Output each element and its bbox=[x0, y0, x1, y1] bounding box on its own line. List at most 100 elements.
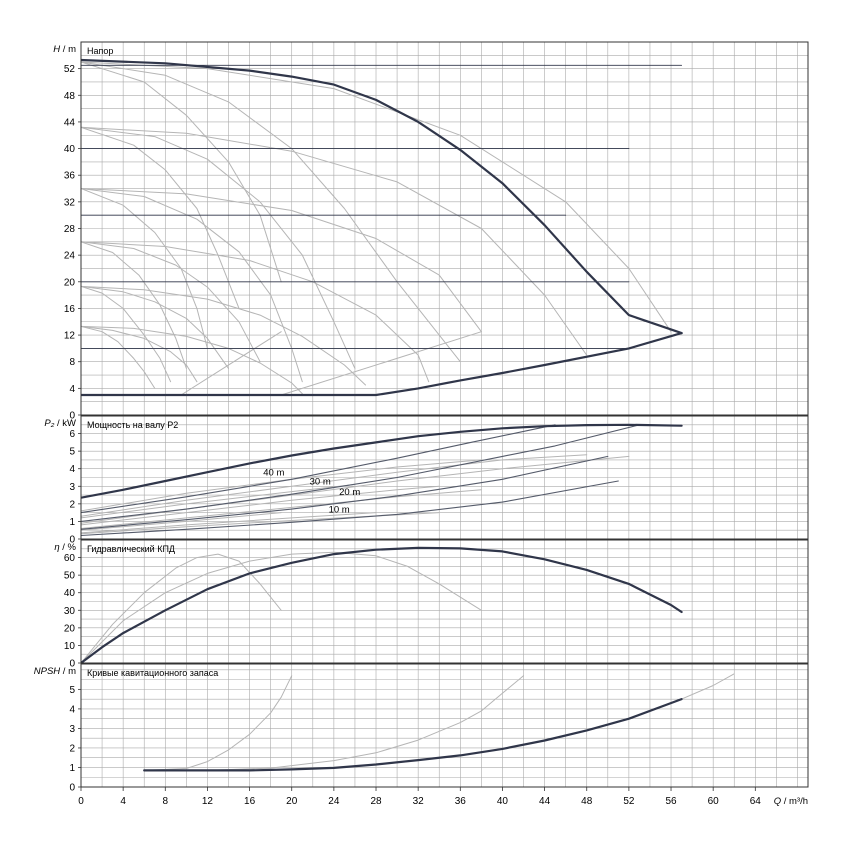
x-tick-label: 16 bbox=[244, 796, 256, 807]
panel-frame bbox=[80, 415, 809, 540]
power-light-curve bbox=[81, 484, 356, 519]
power-medium-curve bbox=[81, 455, 609, 530]
head-speed-curve bbox=[81, 61, 282, 283]
curve-label: 40 m bbox=[263, 468, 284, 479]
series-group bbox=[143, 673, 735, 772]
x-tick-label: 8 bbox=[163, 796, 169, 807]
y-tick-label: 0 bbox=[69, 783, 75, 794]
y-axis-label: η / % bbox=[54, 542, 76, 553]
y-tick-label: 16 bbox=[64, 304, 76, 315]
power-light-curve bbox=[81, 512, 282, 531]
head-speed-curve bbox=[81, 188, 208, 349]
y-tick-label: 5 bbox=[69, 685, 75, 696]
y-tick-label: 4 bbox=[69, 464, 75, 475]
x-tick-label: 60 bbox=[708, 796, 720, 807]
y-tick-label: 1 bbox=[69, 763, 75, 774]
npsh-light-curve bbox=[143, 675, 524, 771]
power-light-curve bbox=[81, 454, 588, 517]
panel-frame bbox=[80, 41, 809, 416]
npsh-light-curve bbox=[143, 675, 293, 771]
y-axis-label: H / m bbox=[53, 44, 76, 55]
x-tick-label: 48 bbox=[581, 796, 593, 807]
y-tick-label: 6 bbox=[69, 429, 75, 440]
y-tick-label: 30 bbox=[64, 606, 76, 617]
y-axis-label-unit: / m bbox=[60, 666, 76, 677]
efficiency-main-curve bbox=[81, 546, 683, 663]
head-speed-curve bbox=[81, 285, 366, 386]
head-main-curve bbox=[81, 58, 683, 335]
y-tick-label: 60 bbox=[64, 553, 76, 564]
y-axis-label-variable: H bbox=[53, 44, 60, 55]
curve-label: 30 m bbox=[310, 477, 331, 488]
npsh-light-curve bbox=[681, 673, 735, 700]
head-speed-curve bbox=[81, 325, 156, 389]
curve-label: 20 m bbox=[339, 487, 360, 498]
curve-label: 10 m bbox=[329, 505, 350, 516]
y-axis-label: NPSH / m bbox=[34, 666, 76, 677]
head-speed-curve bbox=[81, 188, 482, 333]
y-tick-label: 3 bbox=[69, 724, 75, 735]
efficiency-light-curve bbox=[81, 551, 482, 663]
head-speed-curve bbox=[81, 285, 172, 383]
power-main-curve bbox=[81, 423, 683, 499]
power-light-curve bbox=[81, 485, 440, 526]
head-speed-curve bbox=[81, 61, 672, 333]
y-tick-label: 24 bbox=[64, 251, 76, 262]
x-tick-label: 28 bbox=[370, 796, 382, 807]
y-tick-label: 44 bbox=[64, 117, 76, 128]
y-tick-label: 0 bbox=[69, 411, 75, 422]
series-group bbox=[81, 58, 683, 397]
x-tick-label: 24 bbox=[328, 796, 340, 807]
panel-title: Гидравлический КПД bbox=[87, 544, 175, 554]
power-light-curve bbox=[81, 512, 377, 534]
y-tick-label: 1 bbox=[69, 517, 75, 528]
y-axis-label: P₂ / kW bbox=[44, 418, 76, 429]
panel-title: Кривые кавитационного запаса bbox=[87, 668, 218, 678]
x-tick-label: 64 bbox=[750, 796, 762, 807]
y-tick-label: 20 bbox=[64, 623, 76, 634]
x-tick-label: 20 bbox=[286, 796, 298, 807]
y-axis-label-variable: η bbox=[54, 542, 59, 553]
series-group bbox=[81, 546, 683, 663]
y-tick-label: 50 bbox=[64, 571, 76, 582]
panel-title: Напор bbox=[87, 46, 113, 56]
y-tick-label: 3 bbox=[69, 482, 75, 493]
x-tick-label: 36 bbox=[455, 796, 467, 807]
y-tick-label: 20 bbox=[64, 277, 76, 288]
y-tick-label: 52 bbox=[64, 64, 76, 75]
y-tick-label: 8 bbox=[69, 357, 75, 368]
series-group bbox=[81, 423, 683, 537]
y-tick-label: 0 bbox=[69, 535, 75, 546]
npsh-main-curve bbox=[143, 698, 683, 772]
head-main-curve bbox=[81, 332, 683, 397]
x-tick-label: 40 bbox=[497, 796, 509, 807]
y-tick-label: 4 bbox=[69, 704, 75, 715]
y-tick-label: 48 bbox=[64, 91, 76, 102]
efficiency-light-curve bbox=[81, 553, 282, 663]
power-light-curve bbox=[81, 489, 482, 529]
x-tick-label: 56 bbox=[665, 796, 677, 807]
y-axis-label-variable: NPSH bbox=[34, 666, 61, 677]
x-tick-label: 52 bbox=[623, 796, 635, 807]
y-tick-label: 10 bbox=[64, 641, 76, 652]
power-medium-curve bbox=[81, 424, 640, 522]
x-axis: 0 4 8 12 16 20 24 28 32 36 40 44 48 52 56 60 64 Q / m³/h bbox=[78, 787, 808, 807]
y-tick-label: 2 bbox=[69, 743, 75, 754]
y-tick-label: 40 bbox=[64, 144, 76, 155]
head-speed-curve bbox=[81, 126, 588, 356]
y-tick-label: 12 bbox=[64, 331, 76, 342]
head-speed-curve bbox=[81, 241, 261, 363]
panel-frame bbox=[80, 663, 809, 788]
x-tick-label: 32 bbox=[413, 796, 425, 807]
x-axis-label: Q / m³/h bbox=[774, 796, 808, 807]
npsh-panel: 0 1 2 3 4 5 NPSH / m Кривые кавитационного запа… bbox=[34, 663, 809, 794]
y-axis-label-variable: P₂ bbox=[44, 418, 54, 429]
x-tick-label: 0 bbox=[78, 796, 84, 807]
y-tick-label: 32 bbox=[64, 197, 76, 208]
y-tick-label: 0 bbox=[69, 659, 75, 670]
head-speed-curve bbox=[81, 325, 198, 383]
power-medium-curve bbox=[81, 424, 556, 514]
